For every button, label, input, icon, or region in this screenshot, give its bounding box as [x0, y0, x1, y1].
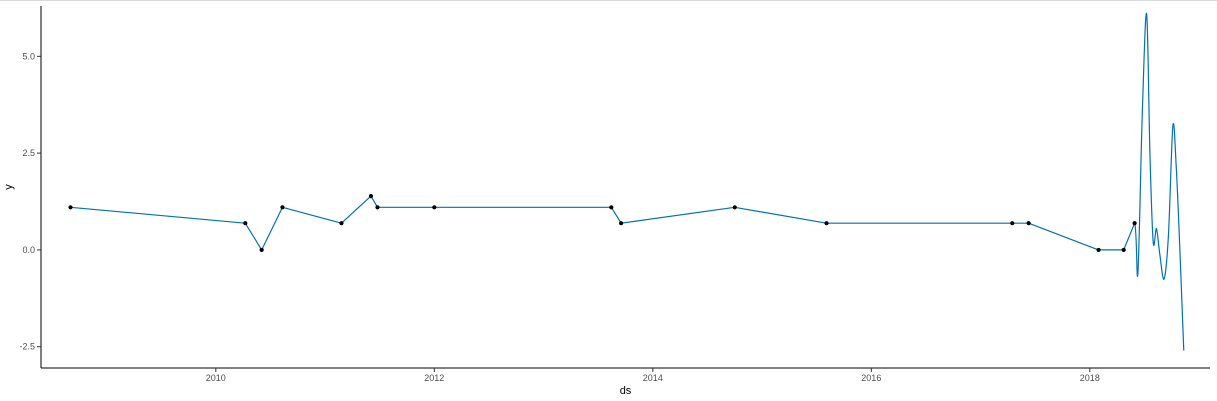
data-point — [1096, 247, 1101, 253]
x-tick-label: 2018 — [1080, 373, 1100, 383]
data-point — [1132, 221, 1137, 226]
data-point — [1010, 221, 1015, 226]
y-tick-label: 0.0 — [22, 245, 35, 255]
data-point — [1026, 221, 1031, 226]
data-point — [68, 205, 73, 210]
y-tick-label: -2.5 — [19, 342, 35, 352]
axes — [40, 6, 1210, 369]
data-point — [432, 205, 437, 210]
data-point — [609, 205, 614, 210]
data-point — [339, 221, 344, 226]
data-point — [375, 205, 380, 210]
data-point — [259, 247, 264, 253]
y-tick-label: 5.0 — [22, 51, 35, 61]
x-tick-label: 2010 — [206, 373, 226, 383]
y-axis-title: y — [3, 184, 15, 190]
x-tick-label: 2012 — [424, 373, 444, 383]
data-point — [1121, 247, 1126, 253]
data-points — [68, 193, 1137, 253]
y-tick-label: 2.5 — [22, 148, 35, 158]
data-point — [280, 205, 285, 210]
data-point — [732, 205, 737, 210]
data-point — [619, 221, 624, 226]
y-ticks: -2.5 0.0 2.5 5.0 — [19, 51, 41, 352]
x-ticks: 2010 2012 2014 2016 2018 — [206, 368, 1100, 383]
x-axis-title: ds — [620, 385, 632, 397]
series-line — [70, 13, 1185, 351]
x-tick-label: 2014 — [643, 373, 663, 383]
data-point — [243, 221, 248, 226]
x-tick-label: 2016 — [861, 373, 881, 383]
data-point — [368, 193, 374, 199]
data-point — [824, 221, 829, 226]
